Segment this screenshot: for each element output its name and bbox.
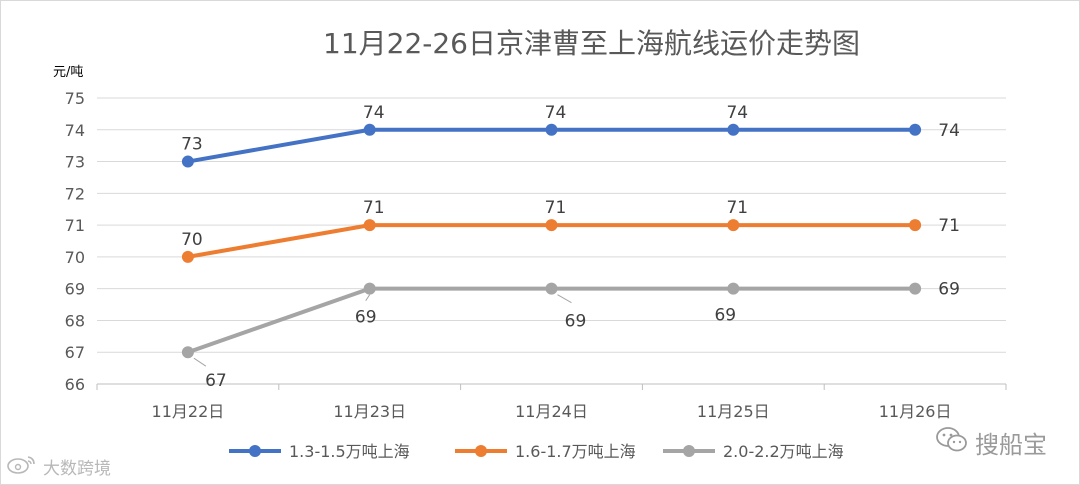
y-tick-label: 73: [65, 153, 85, 172]
data-point: [727, 219, 740, 232]
data-point: [363, 282, 376, 295]
data-point: [727, 123, 740, 136]
leader-line: [557, 294, 572, 304]
y-tick-label: 71: [65, 216, 85, 235]
x-tick-label: 11月24日: [515, 402, 588, 421]
data-point: [909, 282, 922, 295]
data-label: 71: [363, 198, 385, 218]
data-label: 70: [181, 230, 203, 250]
x-tick-label: 11月26日: [879, 402, 952, 421]
data-point: [363, 123, 376, 136]
data-point: [545, 282, 558, 295]
data-label: 69: [565, 312, 587, 332]
y-tick-label: 75: [65, 89, 85, 108]
x-tick-label: 11月22日: [152, 402, 225, 421]
watermark-left-text: 大数跨境: [43, 459, 111, 479]
data-label: 74: [938, 121, 960, 141]
legend-label: 1.3-1.5万吨上海: [289, 442, 410, 461]
data-label: 69: [938, 280, 960, 300]
y-tick-label: 74: [65, 121, 85, 140]
y-tick-label: 69: [65, 280, 85, 299]
y-tick-label: 67: [65, 343, 85, 362]
data-point: [181, 155, 194, 168]
data-point: [545, 219, 558, 232]
data-point: [727, 282, 740, 295]
data-label: 74: [726, 103, 748, 123]
y-tick-label: 70: [65, 248, 85, 267]
data-point: [181, 346, 194, 359]
watermark-left: 大数跨境: [7, 453, 111, 480]
leader-line: [365, 294, 371, 301]
chart-title: 11月22-26日京津曹至上海航线运价走势图: [323, 27, 860, 60]
watermark-right-text: 搜船宝: [975, 431, 1047, 459]
data-label: 74: [363, 103, 385, 123]
data-label: 73: [181, 135, 203, 155]
y-axis-label: 元/吨: [53, 65, 83, 80]
data-point: [909, 123, 922, 136]
y-tick-label: 72: [65, 184, 85, 203]
legend-label: 2.0-2.2万吨上海: [723, 442, 844, 461]
legend-swatch-marker: [683, 445, 695, 457]
x-tick-label: 11月23日: [333, 402, 406, 421]
data-point: [363, 219, 376, 232]
data-label: 69: [355, 308, 377, 328]
y-tick-label: 68: [65, 311, 85, 330]
data-label: 71: [726, 198, 748, 218]
data-label: 67: [205, 371, 227, 391]
legend-swatch-marker: [249, 445, 261, 457]
data-label: 71: [938, 216, 960, 236]
legend-swatch-marker: [475, 445, 487, 457]
y-tick-label: 66: [65, 375, 85, 394]
watermark-right: 搜船宝: [935, 425, 1047, 460]
legend-label: 1.6-1.7万吨上海: [515, 442, 636, 461]
x-tick-label: 11月25日: [697, 402, 770, 421]
weibo-icon: [7, 453, 37, 480]
wechat-icon: [935, 426, 969, 460]
data-label: 71: [545, 198, 567, 218]
leader-line: [193, 357, 207, 367]
data-point: [181, 250, 194, 263]
data-point: [909, 219, 922, 232]
data-label: 69: [714, 306, 736, 326]
data-label: 74: [545, 103, 567, 123]
data-point: [545, 123, 558, 136]
